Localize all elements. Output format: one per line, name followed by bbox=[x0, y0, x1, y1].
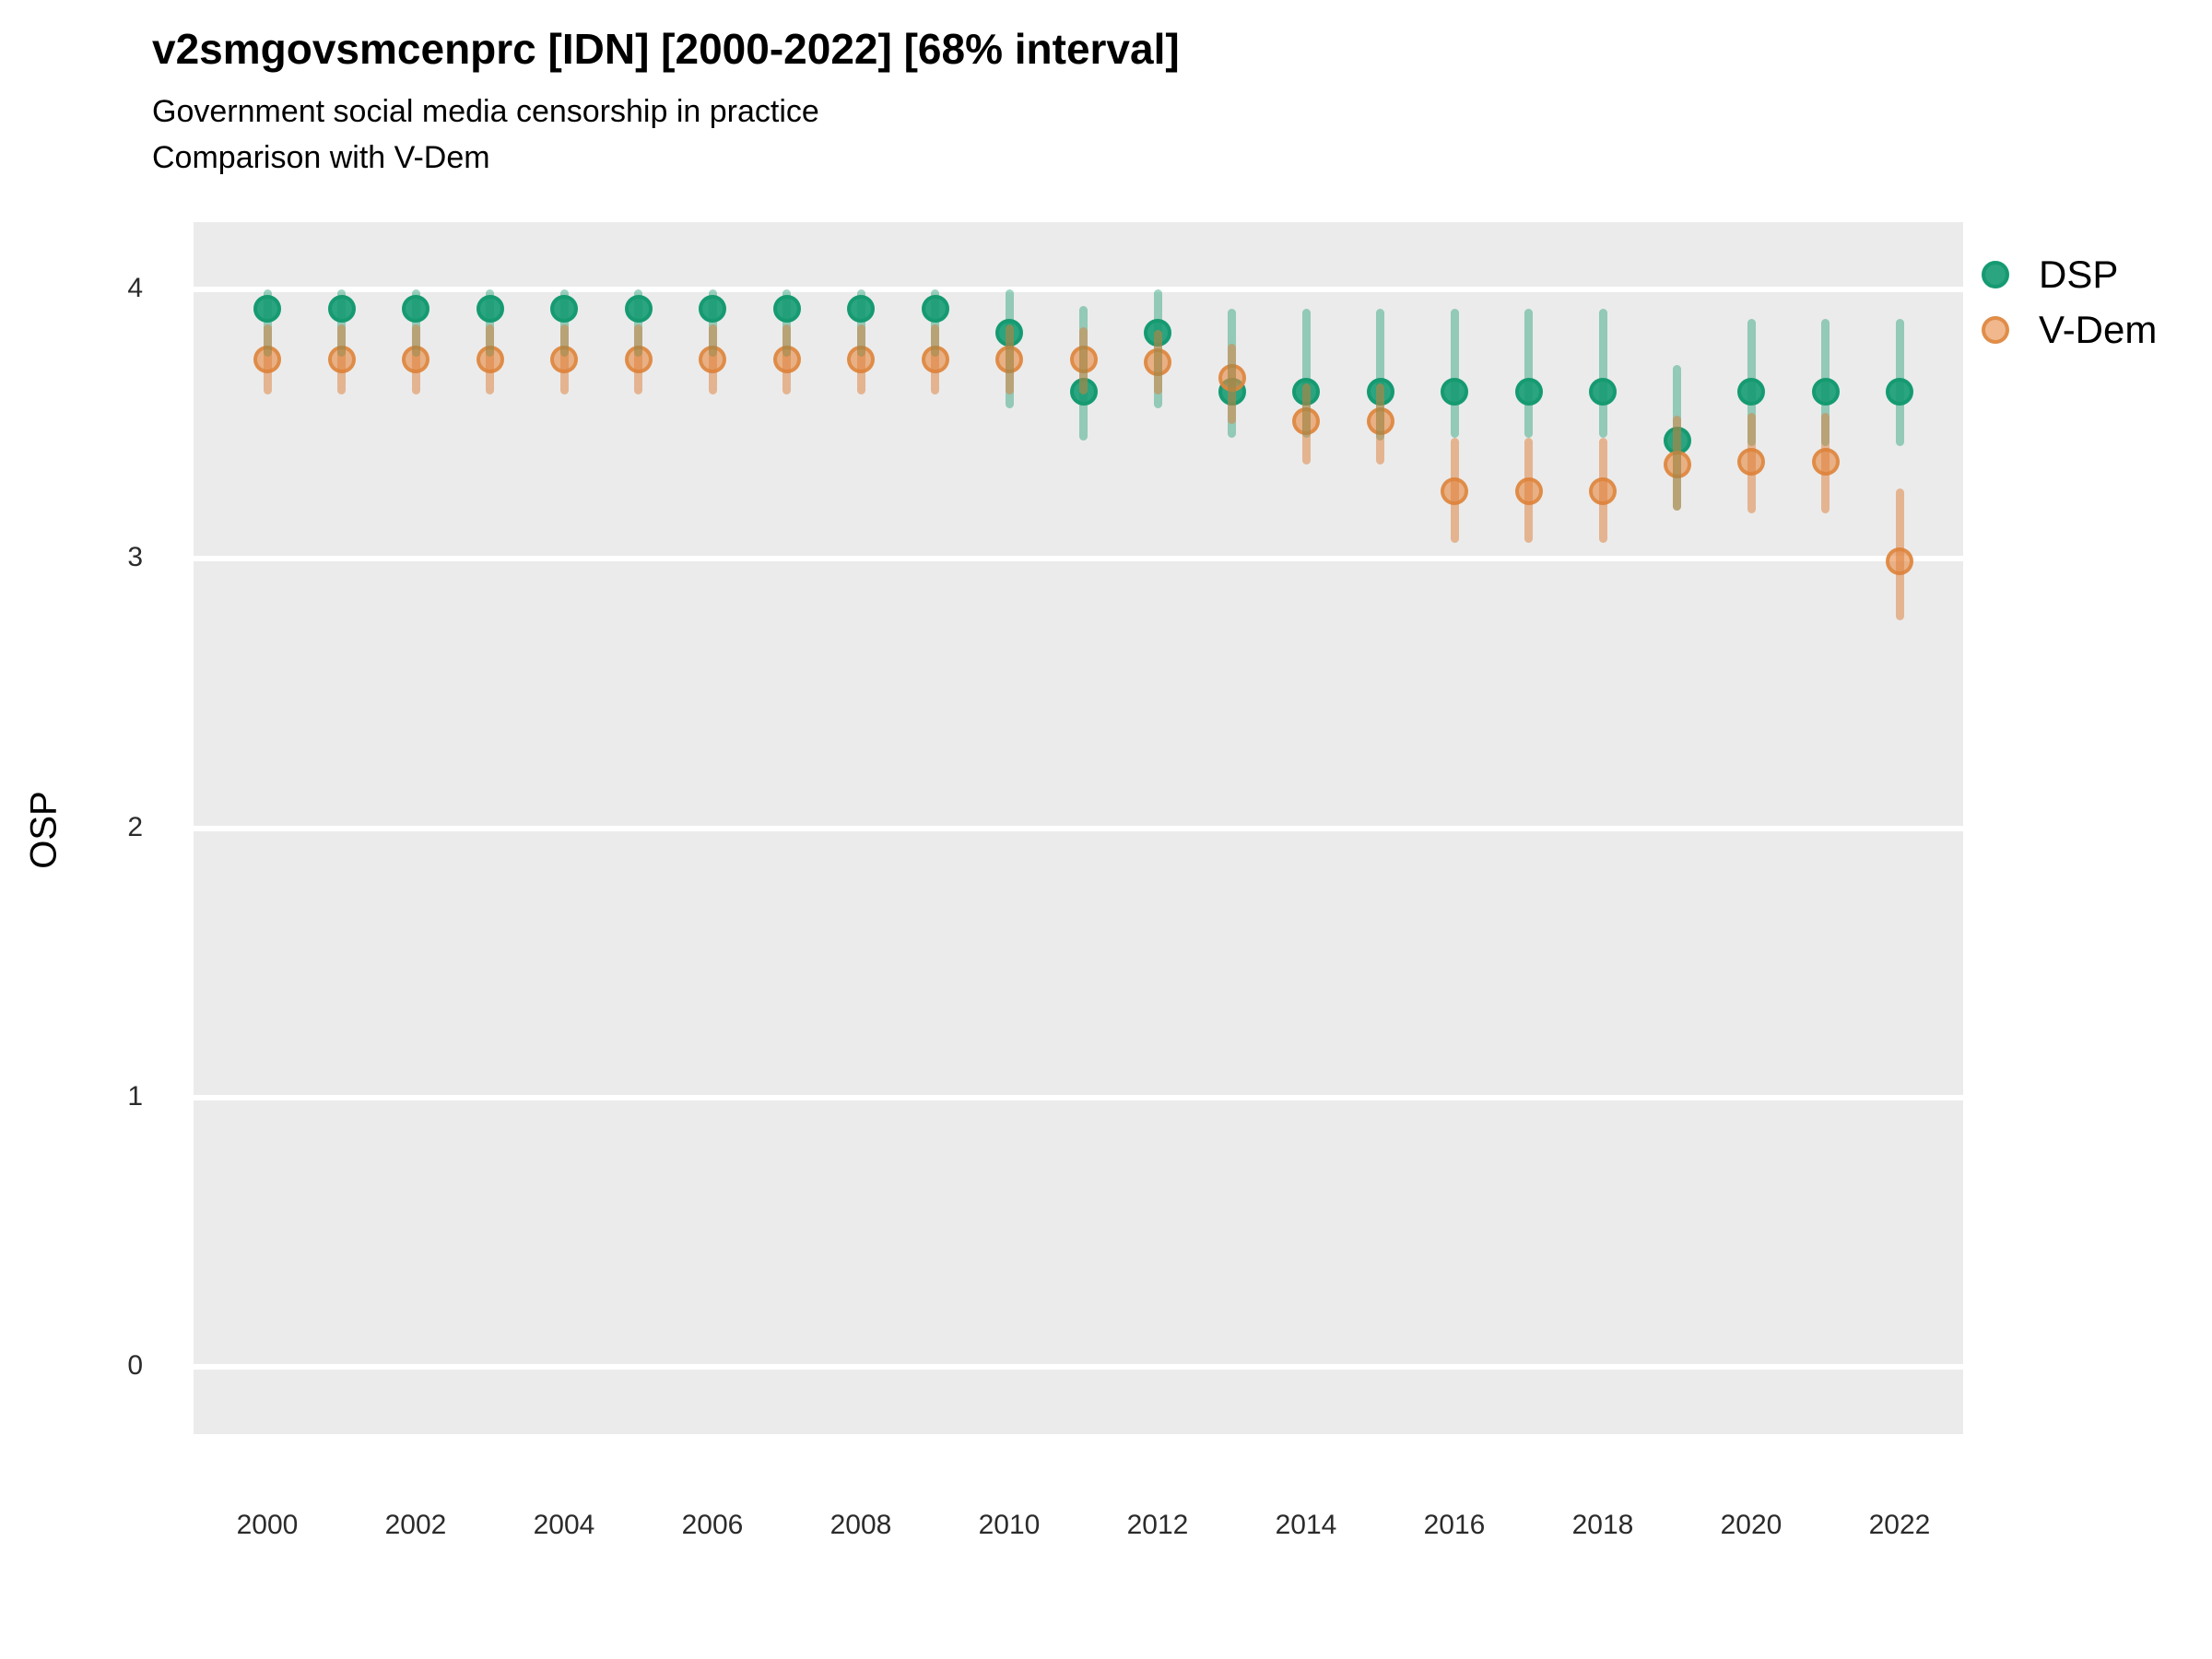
dsp-interval-2017 bbox=[1524, 308, 1533, 438]
vdem-interval-2007 bbox=[782, 324, 791, 394]
dsp-point-2008 bbox=[847, 294, 875, 323]
x-tick-label: 2012 bbox=[1126, 1510, 1189, 1540]
dsp-interval-2005 bbox=[634, 289, 642, 358]
gridline-y-3 bbox=[194, 556, 1963, 562]
vdem-interval-2004 bbox=[559, 324, 569, 394]
dsp-interval-2006 bbox=[708, 289, 717, 358]
vdem-interval-2010 bbox=[1005, 324, 1014, 394]
x-tick-label: 2002 bbox=[384, 1510, 447, 1540]
vdem-interval-2009 bbox=[931, 324, 939, 394]
dsp-interval-2022 bbox=[1895, 319, 1904, 446]
vdem-interval-2016 bbox=[1450, 437, 1459, 543]
x-tick-label: 2010 bbox=[978, 1510, 1041, 1540]
dsp-point-2000 bbox=[253, 294, 281, 323]
x-tick-label: 2006 bbox=[681, 1510, 744, 1540]
gridline-y-1 bbox=[194, 1094, 1963, 1100]
gridline-y-0 bbox=[194, 1363, 1963, 1370]
vdem-legend-key-icon bbox=[1982, 316, 2009, 344]
dsp-point-2006 bbox=[699, 294, 726, 323]
x-tick-label: 2014 bbox=[1275, 1510, 1337, 1540]
dsp-interval-2001 bbox=[337, 289, 346, 358]
dsp-point-2021 bbox=[1811, 378, 1840, 406]
vdem-interval-2017 bbox=[1524, 437, 1533, 543]
dsp-interval-2002 bbox=[411, 289, 420, 358]
legend-label-vdem: V-Dem bbox=[2039, 308, 2158, 351]
vdem-interval-2019 bbox=[1673, 416, 1681, 511]
dsp-interval-2015 bbox=[1376, 308, 1384, 441]
vdem-interval-2006 bbox=[708, 324, 717, 394]
vdem-interval-2018 bbox=[1598, 437, 1607, 543]
dsp-point-2005 bbox=[624, 294, 653, 323]
y-axis-title: OSP bbox=[23, 791, 65, 869]
vdem-interval-2003 bbox=[486, 324, 494, 394]
x-tick-label: 2018 bbox=[1571, 1510, 1634, 1540]
gridline-y-4 bbox=[194, 287, 1963, 293]
chart-subtitle: Government social media censorship in pr… bbox=[152, 94, 819, 129]
dsp-point-2018 bbox=[1589, 378, 1617, 406]
dsp-interval-2021 bbox=[1821, 319, 1830, 446]
vdem-interval-2002 bbox=[411, 324, 420, 394]
y-tick-label: 3 bbox=[127, 542, 143, 573]
dsp-interval-2008 bbox=[856, 289, 865, 358]
legend: DSP V-Dem bbox=[1982, 247, 2157, 358]
dsp-point-2009 bbox=[921, 294, 949, 323]
vdem-interval-2008 bbox=[856, 324, 865, 394]
vdem-interval-2011 bbox=[1079, 326, 1088, 394]
dsp-interval-2009 bbox=[931, 289, 939, 358]
vdem-interval-2005 bbox=[634, 324, 642, 394]
vdem-interval-2000 bbox=[263, 324, 272, 394]
vdem-interval-2012 bbox=[1153, 329, 1162, 394]
y-tick-label: 4 bbox=[127, 273, 143, 304]
x-tick-label: 2004 bbox=[533, 1510, 595, 1540]
vdem-interval-2022 bbox=[1895, 488, 1904, 621]
x-tick-label: 2022 bbox=[1868, 1510, 1931, 1540]
x-tick-label: 2016 bbox=[1423, 1510, 1486, 1540]
x-tick-label: 2020 bbox=[1720, 1510, 1783, 1540]
vdem-interval-2015 bbox=[1376, 383, 1384, 465]
dsp-point-2020 bbox=[1737, 378, 1765, 406]
dsp-point-2016 bbox=[1441, 378, 1468, 406]
gridline-y-2 bbox=[194, 825, 1963, 831]
y-tick-label: 2 bbox=[127, 811, 143, 842]
dsp-point-2003 bbox=[476, 294, 504, 323]
dsp-interval-2000 bbox=[263, 289, 272, 358]
legend-item-dsp: DSP bbox=[1982, 247, 2157, 302]
dsp-interval-2018 bbox=[1598, 308, 1607, 438]
vdem-interval-2013 bbox=[1228, 343, 1236, 425]
dsp-point-2001 bbox=[327, 294, 356, 323]
dsp-interval-2014 bbox=[1301, 308, 1311, 438]
vdem-interval-2021 bbox=[1821, 413, 1830, 513]
page-title: v2smgovsmcenprc [IDN] [2000-2022] [68% i… bbox=[152, 25, 1180, 73]
legend-item-vdem: V-Dem bbox=[1982, 302, 2157, 358]
x-tick-label: 2000 bbox=[236, 1510, 299, 1540]
dsp-point-2004 bbox=[550, 294, 578, 323]
dsp-interval-2004 bbox=[559, 289, 569, 358]
dsp-interval-2020 bbox=[1747, 319, 1756, 446]
vdem-interval-2014 bbox=[1301, 383, 1311, 465]
y-tick-label: 1 bbox=[127, 1080, 143, 1112]
dsp-interval-2007 bbox=[782, 289, 791, 358]
dsp-legend-key-icon bbox=[1982, 261, 2009, 288]
y-tick-label: 0 bbox=[127, 1349, 143, 1381]
dsp-point-2002 bbox=[402, 294, 429, 323]
dsp-point-2017 bbox=[1514, 378, 1543, 406]
vdem-interval-2001 bbox=[337, 324, 346, 394]
dsp-interval-2016 bbox=[1450, 308, 1459, 438]
legend-label-dsp: DSP bbox=[2039, 253, 2119, 296]
x-tick-label: 2008 bbox=[830, 1510, 892, 1540]
dsp-interval-2003 bbox=[486, 289, 494, 358]
vdem-interval-2020 bbox=[1747, 413, 1756, 513]
dsp-point-2007 bbox=[772, 294, 801, 323]
chart-subtitle-comparison: Comparison with V-Dem bbox=[152, 140, 490, 175]
dsp-point-2022 bbox=[1886, 378, 1913, 406]
plot-panel bbox=[194, 222, 1963, 1434]
